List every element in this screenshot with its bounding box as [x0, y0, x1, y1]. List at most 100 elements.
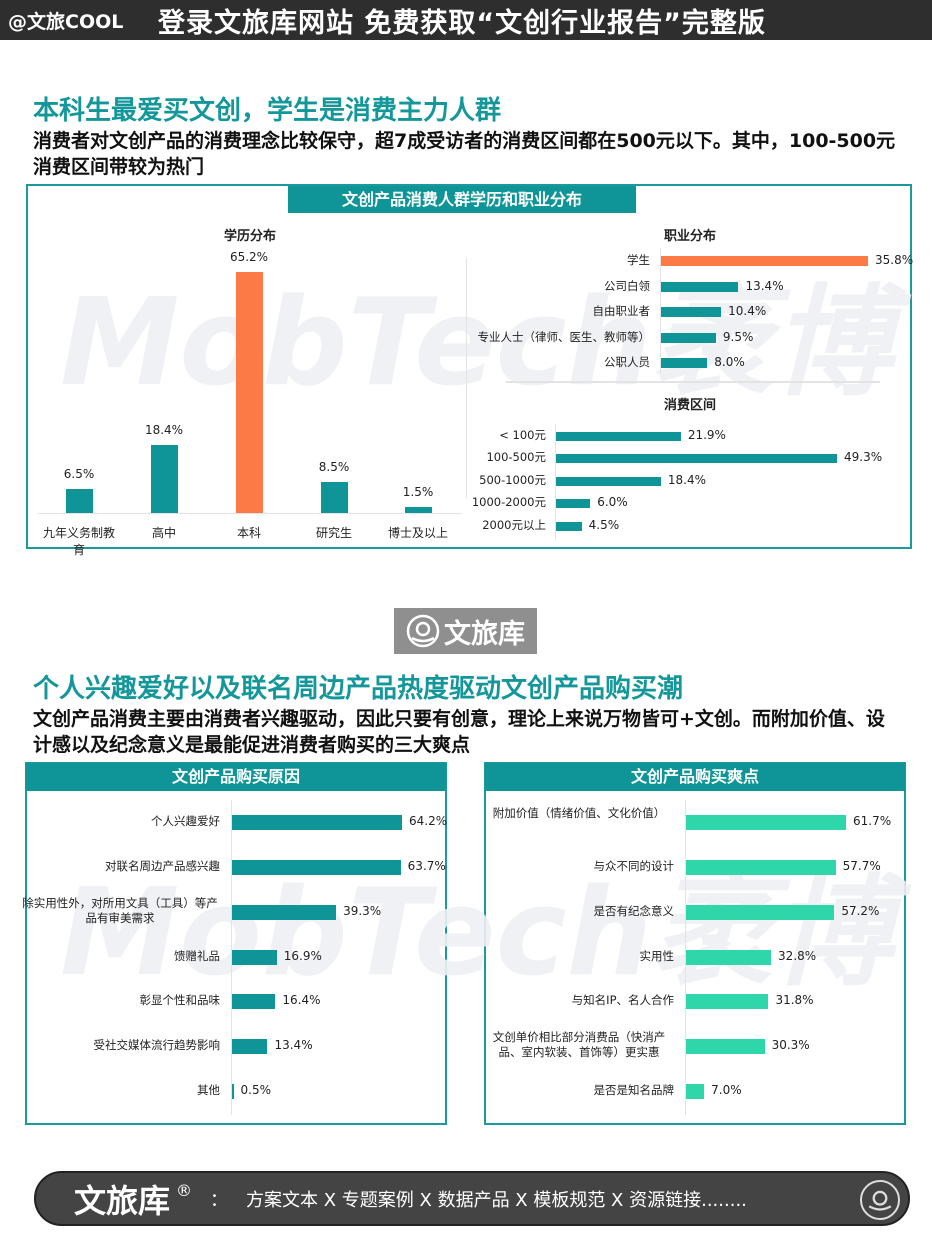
section1-title: 本科生最爱买文创，学生是消费主力人群	[33, 96, 502, 126]
value-label: 8.5%	[318, 459, 350, 474]
bar[interactable]	[232, 814, 402, 830]
footer-colon: ：	[210, 1189, 229, 1211]
chart-title-occupation: 职业分布	[663, 229, 716, 244]
y-axis-reasons	[231, 800, 232, 1115]
bar[interactable]	[686, 1083, 705, 1099]
bar[interactable]	[686, 904, 835, 920]
bar[interactable]	[556, 476, 661, 486]
category-label: 实用性	[639, 949, 675, 963]
value-label: 39.3%	[343, 904, 382, 918]
value-label: 63.7%	[407, 859, 446, 873]
bar[interactable]	[556, 431, 681, 441]
value-label: 35.8%	[875, 253, 914, 267]
category-label: 与知名IP、名人合作	[571, 993, 674, 1007]
value-label: 30.3%	[771, 1038, 810, 1052]
bar[interactable]	[232, 1083, 234, 1099]
category-label: 除实用性外，对所用文具（工具）等产品有审美需求	[22, 896, 218, 925]
chart-title-spend: 消费区间	[663, 398, 716, 413]
category-label: 500-1000元	[479, 473, 546, 487]
bar[interactable]	[661, 307, 722, 317]
category-label: 与众不同的设计	[593, 859, 675, 873]
value-label: 13.4%	[745, 279, 784, 293]
account-handle: @文旅COOL	[8, 10, 124, 33]
bar[interactable]	[686, 949, 772, 965]
value-label: 49.3%	[844, 450, 883, 464]
category-label: 文创单价相比部分消费品（快消产品、室内软装、首饰等）更实惠	[492, 1030, 666, 1059]
divider	[466, 258, 467, 498]
value-label: 61.7%	[853, 814, 892, 828]
watermark: MobTech袤博	[60, 274, 893, 413]
top-banner: @文旅COOL 登录文旅库网站 免费获取“文创行业报告”完整版	[0, 0, 932, 40]
category-label: 是否有纪念意义	[593, 904, 675, 918]
wenlvku-logo-icon	[406, 614, 440, 648]
bar[interactable]	[151, 444, 178, 513]
category-label: 学生	[627, 253, 650, 267]
y-axis-highlights	[685, 800, 686, 1115]
bar[interactable]	[66, 488, 93, 513]
bar[interactable]	[661, 358, 708, 368]
category-label: 对联名周边产品感兴趣	[105, 859, 220, 873]
category-label: 公职人员	[604, 355, 650, 369]
category-label: 馈赠礼品	[174, 949, 220, 963]
chart-title-education: 学历分布	[223, 229, 276, 244]
value-label: 4.5%	[588, 518, 620, 532]
bar[interactable]	[661, 333, 716, 343]
education-occupation-panel	[26, 184, 912, 549]
bar[interactable]	[236, 272, 263, 513]
bar[interactable]	[661, 256, 868, 266]
wenlvku-logo[interactable]: 文旅库	[394, 608, 537, 654]
panel-title-purchase-highlights: 文创产品购买爽点	[485, 763, 905, 791]
panel-title-education-occupation: 文创产品消费人群学历和职业分布	[288, 186, 636, 213]
category-label: 100-500元	[486, 450, 546, 464]
value-label: 10.4%	[728, 304, 767, 318]
value-label: 64.2%	[409, 814, 448, 828]
bar[interactable]	[661, 282, 739, 292]
section1-subtitle: 消费者对文创产品的消费理念比较保守，超7成受访者的消费区间都在500元以下。其中…	[33, 130, 896, 178]
value-label: 6.0%	[597, 495, 628, 509]
bar[interactable]	[232, 949, 277, 965]
category-label: 1000-2000元	[471, 495, 546, 509]
logo-text: 文旅库	[444, 618, 525, 650]
bar[interactable]	[232, 993, 276, 1009]
category-label: 公司白领	[604, 279, 650, 293]
bar[interactable]	[556, 453, 837, 463]
category-label: 个人兴趣爱好	[151, 814, 220, 828]
bar[interactable]	[686, 1038, 765, 1054]
footer-banner[interactable]: 文旅库 ® ： 方案文本 X 专题案例 X 数据产品 X 模板规范 X 资源链接…	[34, 1171, 910, 1226]
bar[interactable]	[686, 814, 846, 830]
footer-resource-links[interactable]: 方案文本 X 专题案例 X 数据产品 X 模板规范 X 资源链接........	[246, 1189, 747, 1211]
bar[interactable]	[405, 507, 432, 513]
category-label: 2000元以上	[482, 518, 546, 532]
value-label: 1.5%	[402, 485, 434, 500]
category-label: 研究生	[315, 526, 352, 540]
bar[interactable]	[232, 859, 401, 875]
category-label: 是否是知名品牌	[593, 1083, 675, 1097]
section2-subtitle: 文创产品消费主要由消费者兴趣驱动，因此只要有创意，理论上来说万物皆可+文创。而附…	[33, 708, 885, 756]
category-label: 本科	[236, 526, 261, 540]
category-label: 受社交媒体流行趋势影响	[93, 1038, 221, 1052]
category-label: < 100元	[499, 428, 546, 442]
value-label: 57.7%	[842, 859, 881, 873]
category-label: 附加价值（情绪价值、文化价值）	[492, 806, 666, 820]
wenlvku-logo-icon[interactable]	[860, 1180, 900, 1220]
bar[interactable]	[232, 904, 337, 920]
category-label: 彰显个性和品味	[139, 993, 221, 1007]
registered-mark: ®	[176, 1181, 193, 1200]
bar[interactable]	[232, 1038, 268, 1054]
category-label: 高中	[151, 526, 176, 540]
y-axis-spend	[555, 424, 556, 539]
value-label: 6.5%	[63, 466, 95, 481]
category-label: 专业人士（律师、医生、教师等）	[477, 330, 651, 344]
category-label: 自由职业者	[592, 304, 651, 318]
bar[interactable]	[556, 498, 591, 508]
value-label: 7.0%	[711, 1083, 742, 1097]
value-label: 65.2%	[229, 250, 269, 264]
value-label: 13.4%	[274, 1038, 313, 1052]
bar[interactable]	[321, 481, 348, 513]
bar[interactable]	[686, 859, 836, 875]
x-axis	[38, 513, 462, 514]
value-label: 8.0%	[714, 355, 745, 369]
promo-headline[interactable]: 登录文旅库网站 免费获取“文创行业报告”完整版	[158, 7, 766, 39]
bar[interactable]	[686, 993, 769, 1009]
bar[interactable]	[556, 521, 582, 531]
